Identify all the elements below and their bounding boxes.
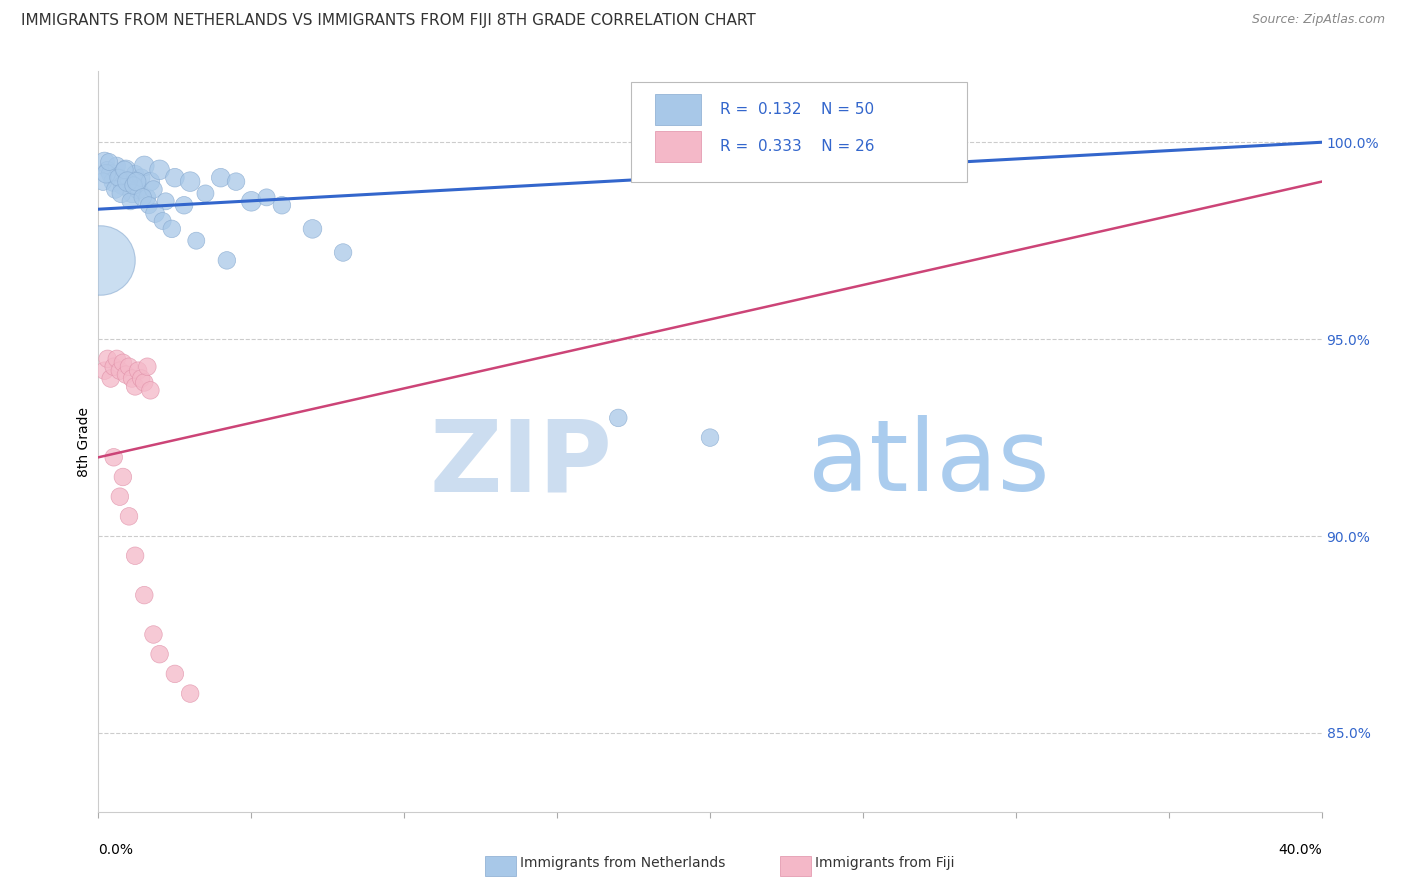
- Point: [163, 170, 186, 185]
- Point: [134, 376, 156, 390]
- Point: [143, 206, 166, 220]
- Point: [97, 162, 120, 177]
- Point: [125, 175, 148, 189]
- Text: atlas: atlas: [808, 416, 1049, 512]
- Point: [142, 182, 165, 196]
- Point: [91, 175, 114, 189]
- Point: [152, 214, 174, 228]
- Point: [115, 162, 138, 177]
- Point: [179, 175, 201, 189]
- Point: [112, 162, 135, 177]
- Text: R =  0.333    N = 26: R = 0.333 N = 26: [720, 139, 875, 154]
- Point: [149, 162, 172, 177]
- Text: ZIP: ZIP: [429, 416, 612, 512]
- Point: [94, 167, 117, 181]
- Point: [163, 666, 186, 681]
- Point: [104, 182, 127, 196]
- Text: Immigrants from Fiji: Immigrants from Fiji: [815, 855, 955, 870]
- Point: [103, 359, 125, 374]
- Point: [100, 371, 122, 385]
- Text: R =  0.132    N = 50: R = 0.132 N = 50: [720, 103, 875, 118]
- Point: [699, 431, 721, 445]
- Point: [142, 627, 165, 641]
- Point: [115, 368, 138, 382]
- Point: [97, 351, 120, 366]
- Point: [132, 190, 155, 204]
- Point: [121, 186, 143, 201]
- Point: [105, 351, 128, 366]
- Point: [225, 175, 247, 189]
- Point: [160, 222, 183, 236]
- FancyBboxPatch shape: [630, 82, 967, 183]
- Y-axis label: 8th Grade: 8th Grade: [77, 407, 91, 476]
- Point: [100, 167, 122, 181]
- Point: [98, 155, 121, 169]
- Point: [332, 245, 354, 260]
- Point: [138, 198, 160, 212]
- Point: [108, 490, 131, 504]
- Text: 40.0%: 40.0%: [1278, 843, 1322, 857]
- Point: [127, 364, 149, 378]
- Point: [194, 186, 217, 201]
- Point: [122, 178, 145, 193]
- Point: [124, 549, 146, 563]
- Point: [127, 182, 149, 196]
- Point: [139, 175, 162, 189]
- Text: Source: ZipAtlas.com: Source: ZipAtlas.com: [1251, 13, 1385, 27]
- Point: [256, 190, 278, 204]
- Text: Immigrants from Netherlands: Immigrants from Netherlands: [520, 855, 725, 870]
- Point: [118, 509, 141, 524]
- Point: [155, 194, 177, 209]
- Point: [129, 371, 152, 385]
- Point: [103, 175, 125, 189]
- Point: [111, 470, 134, 484]
- Point: [179, 687, 201, 701]
- Point: [134, 159, 156, 173]
- Point: [209, 170, 232, 185]
- Point: [301, 222, 323, 236]
- Point: [186, 234, 208, 248]
- Point: [108, 170, 131, 185]
- Point: [93, 364, 115, 378]
- Point: [111, 178, 134, 193]
- Point: [136, 359, 159, 374]
- Point: [110, 186, 132, 201]
- Point: [103, 450, 125, 465]
- Bar: [655, 131, 702, 162]
- Point: [120, 194, 142, 209]
- Point: [121, 371, 143, 385]
- Point: [124, 379, 146, 393]
- Point: [139, 384, 162, 398]
- Point: [136, 190, 159, 204]
- Point: [124, 167, 146, 181]
- Text: 0.0%: 0.0%: [98, 843, 134, 857]
- Point: [107, 170, 129, 185]
- Point: [108, 364, 131, 378]
- Point: [240, 194, 263, 209]
- Point: [173, 198, 195, 212]
- Bar: [655, 95, 702, 126]
- Point: [105, 159, 128, 173]
- Point: [117, 175, 139, 189]
- Point: [215, 253, 238, 268]
- Point: [270, 198, 294, 212]
- Point: [118, 359, 141, 374]
- Point: [118, 175, 141, 189]
- Point: [111, 356, 134, 370]
- Point: [607, 411, 630, 425]
- Point: [149, 647, 172, 661]
- Point: [89, 253, 111, 268]
- Point: [129, 170, 152, 185]
- Point: [93, 155, 115, 169]
- Text: IMMIGRANTS FROM NETHERLANDS VS IMMIGRANTS FROM FIJI 8TH GRADE CORRELATION CHART: IMMIGRANTS FROM NETHERLANDS VS IMMIGRANT…: [21, 13, 756, 29]
- Point: [134, 588, 156, 602]
